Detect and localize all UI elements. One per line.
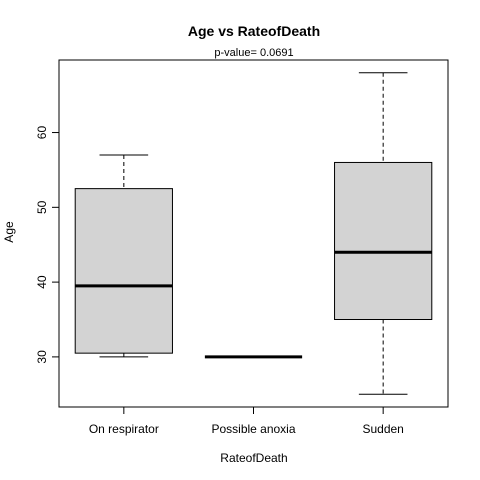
box-iqr <box>334 161 433 321</box>
box-group <box>334 72 433 395</box>
y-tick-label: 60 <box>35 126 49 140</box>
box-group <box>74 154 173 358</box>
y-tick-label: 50 <box>35 200 49 214</box>
y-tick-label: 30 <box>35 350 49 364</box>
chart-subtitle: p-value= 0.0691 <box>214 47 293 59</box>
x-axis: On respirator Possible anoxia Sudden <box>89 406 404 436</box>
x-tick-label: Possible anoxia <box>211 422 295 436</box>
x-axis-label: RateofDeath <box>220 451 287 465</box>
x-tick-label: Sudden <box>362 422 403 436</box>
x-tick-label: On respirator <box>89 422 159 436</box>
chart-title: Age vs RateofDeath <box>188 23 320 39</box>
box-iqr <box>74 188 173 354</box>
y-tick-label: 40 <box>35 275 49 289</box>
y-axis: 30 40 50 60 <box>35 126 60 364</box>
y-axis-label: Age <box>2 221 16 243</box>
boxes <box>74 72 433 395</box>
